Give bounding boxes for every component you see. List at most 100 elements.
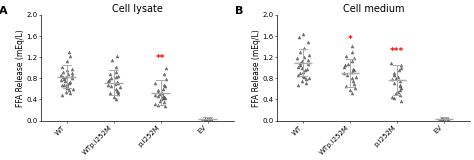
Point [160, 96, 167, 98]
Point [293, 57, 301, 60]
Point [161, 85, 169, 88]
Y-axis label: FFA Release (mEq/L): FFA Release (mEq/L) [16, 29, 25, 107]
Point [60, 83, 68, 86]
Text: **: ** [156, 53, 165, 63]
Point [152, 94, 159, 96]
Point [396, 89, 403, 91]
Point [114, 81, 122, 84]
Point [63, 85, 71, 88]
Point [114, 90, 122, 93]
Point [161, 83, 168, 86]
Point [208, 118, 215, 120]
Point [159, 88, 167, 90]
Point [114, 74, 122, 77]
Point [340, 65, 348, 68]
Point [205, 117, 213, 119]
Point [62, 90, 70, 93]
Point [106, 92, 114, 94]
Point [201, 117, 209, 120]
Point [294, 65, 301, 68]
Point [58, 79, 65, 81]
Point [157, 98, 165, 101]
Point [295, 36, 302, 38]
Point [390, 73, 398, 76]
Point [301, 69, 309, 72]
Point [294, 73, 301, 76]
Point [300, 33, 307, 36]
Title: Cell lysate: Cell lysate [112, 4, 163, 14]
Point [304, 62, 312, 65]
Point [69, 88, 76, 90]
Title: Cell medium: Cell medium [343, 4, 404, 14]
Point [435, 118, 442, 121]
Point [391, 97, 398, 100]
Point [302, 78, 310, 81]
Text: *: * [347, 35, 352, 44]
Point [388, 96, 396, 98]
Point [398, 87, 405, 89]
Point [305, 77, 313, 80]
Point [438, 118, 445, 120]
Point [444, 118, 451, 120]
Point [394, 90, 401, 93]
Point [304, 41, 312, 44]
Point [388, 78, 395, 81]
Point [351, 82, 358, 85]
Point [350, 69, 358, 72]
Y-axis label: FFA Release (mEq/L): FFA Release (mEq/L) [252, 29, 261, 107]
Point [154, 90, 162, 93]
Point [62, 80, 69, 82]
Point [203, 118, 210, 121]
Point [387, 61, 395, 64]
Point [107, 85, 115, 88]
Point [398, 99, 405, 102]
Point [63, 82, 71, 85]
Point [68, 77, 75, 80]
Point [348, 77, 356, 80]
Point [113, 54, 121, 57]
Point [58, 94, 65, 96]
Point [303, 68, 310, 70]
Point [341, 64, 349, 66]
Point [392, 92, 400, 94]
Point [396, 94, 404, 96]
Point [63, 76, 70, 78]
Point [104, 83, 112, 86]
Point [65, 81, 73, 84]
Point [160, 95, 167, 97]
Point [160, 96, 168, 99]
Point [60, 78, 68, 81]
Point [68, 74, 76, 77]
Point [305, 53, 312, 56]
Point [300, 76, 307, 79]
Point [199, 118, 206, 121]
Point [108, 77, 115, 80]
Text: B: B [235, 7, 243, 16]
Point [108, 59, 116, 61]
Text: A: A [0, 7, 7, 16]
Point [112, 76, 120, 79]
Point [158, 92, 166, 94]
Point [298, 67, 305, 69]
Point [110, 96, 118, 98]
Point [203, 118, 211, 120]
Point [348, 92, 356, 94]
Point [67, 81, 74, 83]
Point [58, 65, 66, 68]
Point [299, 80, 306, 82]
Point [155, 89, 162, 91]
Point [106, 73, 114, 75]
Point [105, 79, 113, 81]
Point [156, 99, 164, 102]
Point [112, 88, 119, 90]
Point [64, 69, 71, 72]
Point [439, 118, 447, 121]
Point [343, 55, 350, 57]
Point [66, 92, 74, 94]
Point [351, 87, 358, 89]
Point [394, 76, 402, 78]
Point [349, 44, 356, 47]
Point [297, 64, 304, 66]
Point [65, 51, 73, 53]
Point [397, 67, 405, 69]
